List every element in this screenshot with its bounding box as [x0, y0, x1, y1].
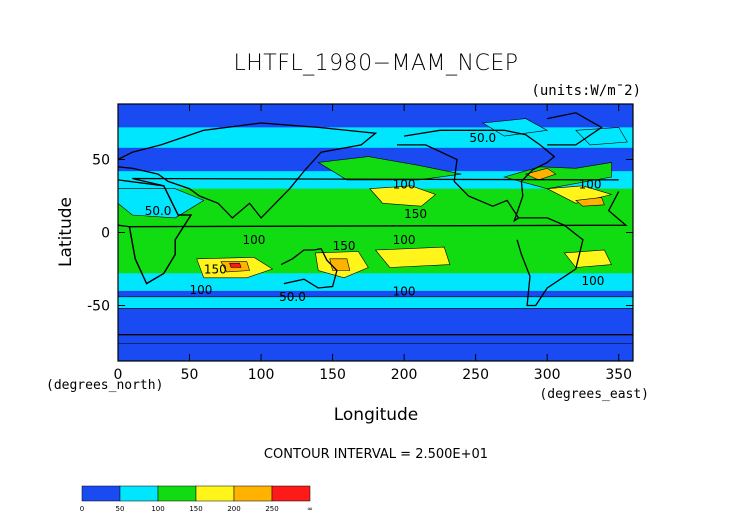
continent-outlines: [117, 112, 633, 336]
flux-region: [563, 249, 612, 268]
heat-flux-regions: [117, 118, 634, 362]
units-label: (units:W/m¯2): [531, 83, 641, 99]
flux-region: [575, 127, 628, 146]
contour-label: 150: [404, 207, 427, 221]
contour-label: 50.0: [145, 204, 172, 218]
contour-label: 50.0: [279, 290, 306, 304]
colorbar-tick-label: 150: [189, 505, 202, 513]
x-tick-label: 100: [248, 367, 275, 383]
contour-label: 100: [242, 233, 265, 247]
contour-interval-text: CONTOUR INTERVAL = 2.500E+01: [264, 447, 488, 462]
chart-title: LHTFL_1980−MAM_NCEP: [233, 51, 518, 76]
colorbar: 0 50 100 150 200 250 ∞: [80, 485, 313, 513]
x-unit-label: (degrees_east): [539, 387, 649, 402]
continent-outline: [547, 112, 603, 146]
colorbar-swatch: [233, 485, 273, 502]
flux-region: [317, 156, 462, 181]
x-tick-label: 350: [605, 367, 632, 383]
continent-outline: [117, 122, 378, 219]
contour-label: 100: [393, 284, 416, 298]
colorbar-tick-label: 200: [227, 505, 240, 513]
colorbar-tick-label: 50: [116, 505, 125, 513]
y-axis-ticks: -50 0 50: [87, 152, 633, 315]
colorbar-tick-label: 250: [265, 505, 278, 513]
flux-region: [229, 262, 242, 268]
x-axis-label: Longitude: [334, 405, 419, 425]
continent-outline: [397, 129, 556, 223]
flux-region: [117, 296, 634, 309]
contour-label: 100: [581, 274, 604, 288]
x-tick-label: 250: [462, 367, 489, 383]
y-tick-label: 50: [92, 152, 110, 168]
x-axis-ticks: 0 50 100 150 200 250 300 350: [114, 104, 632, 383]
contour-label: 150: [204, 262, 227, 276]
continent-outline: [280, 247, 338, 289]
flux-region: [481, 118, 549, 137]
x-tick-label: 50: [181, 367, 199, 383]
flux-region: [329, 258, 351, 271]
colorbar-swatch: [119, 485, 159, 502]
continent-outline: [516, 217, 584, 307]
y-tick-label: -50: [87, 299, 110, 315]
contour-label: 100: [190, 283, 213, 297]
x-tick-label: 0: [114, 367, 123, 383]
contour-label: 100: [393, 178, 416, 192]
y-unit-label: (degrees_north): [46, 378, 163, 393]
colorbar-tick-label: ∞: [307, 505, 313, 513]
y-tick-label: 0: [101, 226, 110, 242]
contour-label: 100: [393, 233, 416, 247]
y-axis-label: Latitude: [56, 197, 76, 267]
flux-region: [374, 246, 451, 268]
flux-region: [546, 185, 613, 204]
x-tick-label: 150: [319, 367, 346, 383]
x-tick-label: 200: [391, 367, 418, 383]
continent-outline: [117, 179, 193, 285]
colorbar-swatch: [157, 485, 197, 502]
colorbar-swatch: [271, 485, 311, 502]
x-tick-label: 300: [534, 367, 561, 383]
colorbar-swatch: [195, 485, 235, 502]
flux-region: [575, 197, 605, 207]
contour-label: 150: [333, 239, 356, 253]
colorbar-swatch: [81, 485, 121, 502]
colorbar-tick-label: 100: [151, 505, 164, 513]
colorbar-tick-label: 0: [80, 505, 84, 513]
map-plot-area: 50.0 100 100 50.0 150 100 150 100 150 100 50.0 100 1…: [117, 103, 634, 362]
flux-region: [117, 343, 634, 362]
contour-label: 50.0: [469, 131, 496, 145]
heat-flux-bands: [118, 127, 633, 291]
flux-region: [524, 167, 557, 181]
contour-label: 100: [579, 178, 602, 192]
flux-region: [369, 185, 437, 207]
contour-labels: 50.0 100 100 50.0 150 100 150 100 150 100 50.0 100 1…: [145, 131, 605, 304]
